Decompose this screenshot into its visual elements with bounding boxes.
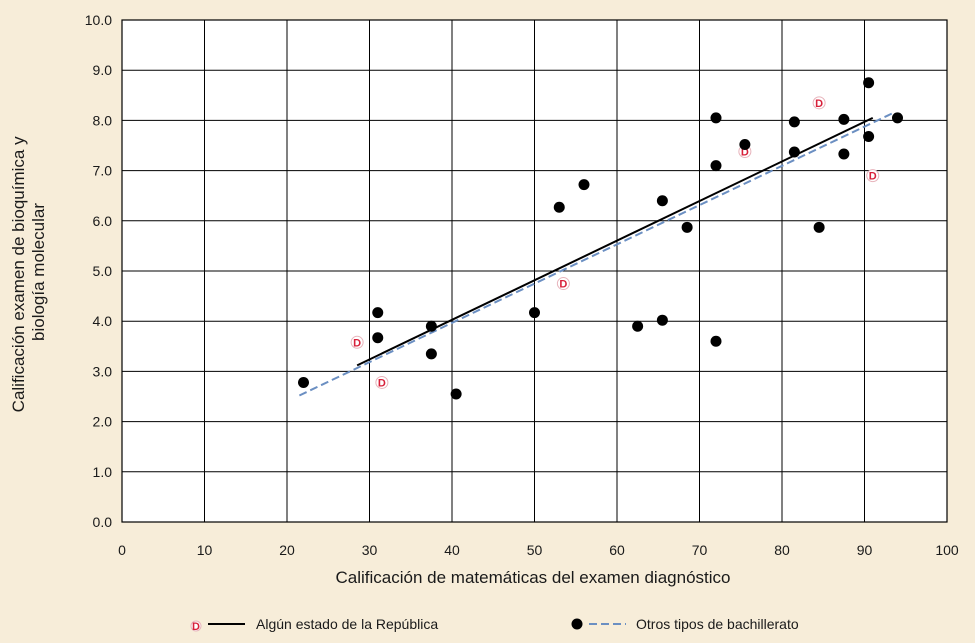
data-point-series-0-4: D bbox=[812, 96, 826, 110]
data-point-d-glyph-3: D bbox=[741, 147, 749, 159]
y-axis-title-line-2: biología molecular bbox=[29, 203, 48, 341]
data-point-series-1-12 bbox=[681, 221, 693, 233]
y-axis-title: Calificación examen de bioquímica y biol… bbox=[9, 132, 48, 413]
data-point-series-1-8 bbox=[578, 179, 590, 191]
data-point-d-bg-2 bbox=[556, 277, 570, 291]
data-point-series-1-0 bbox=[298, 376, 309, 388]
data-point-series-1-24 bbox=[892, 112, 903, 124]
data-point-series-0-2: D bbox=[556, 277, 570, 291]
y-tick-label-10: 10.0 bbox=[85, 12, 112, 28]
legend-marker-d-icon bbox=[190, 620, 202, 632]
data-point-series-1-9 bbox=[632, 320, 644, 332]
y-axis-title-line-1: Calificación examen de bioquímica y bbox=[9, 136, 28, 412]
data-point-series-1-23 bbox=[863, 130, 875, 142]
data-point-series-1-22 bbox=[863, 77, 875, 89]
data-point-series-1-18 bbox=[788, 146, 800, 158]
data-point-series-1-7 bbox=[553, 201, 565, 213]
x-axis-title: Calificación de matemáticas del examen d… bbox=[336, 568, 731, 587]
y-tick-label-4: 4.0 bbox=[93, 313, 113, 329]
data-point-series-1-3 bbox=[425, 320, 437, 332]
x-tick-label-0: 0 bbox=[118, 542, 126, 558]
x-tick-label-9: 90 bbox=[857, 542, 873, 558]
data-point-d-bg-0 bbox=[350, 335, 364, 349]
x-tick-label-4: 40 bbox=[444, 542, 460, 558]
data-point-series-1-2 bbox=[372, 332, 384, 344]
data-point-series-1-10 bbox=[656, 314, 668, 326]
data-point-series-0-1: D bbox=[375, 375, 389, 389]
trend-lines bbox=[298, 111, 894, 397]
data-point-series-1-14 bbox=[710, 160, 722, 172]
y-tick-label-9: 9.0 bbox=[93, 62, 113, 78]
legend-item-algun-estado: D Algún estado de la República bbox=[190, 616, 438, 633]
legend-marker-d-glyph: D bbox=[192, 621, 200, 633]
y-tick-label-7: 7.0 bbox=[93, 163, 113, 179]
data-point-series-1-4 bbox=[425, 348, 437, 360]
data-point-series-1-17 bbox=[788, 116, 800, 128]
data-point-d-bg-5 bbox=[866, 169, 880, 183]
x-tick-label-10: 100 bbox=[935, 542, 959, 558]
y-tick-labels: 0.0 1.0 2.0 3.0 4.0 5.0 6.0 7.0 8.0 9.0 10.0 bbox=[85, 12, 112, 530]
data-point-series-0-0: D bbox=[350, 335, 364, 349]
grid-lines bbox=[121, 19, 948, 523]
legend-item-otros-tipos: Otros tipos de bachillerato bbox=[571, 616, 799, 632]
data-point-series-1-5 bbox=[450, 388, 462, 400]
data-point-d-glyph-0: D bbox=[353, 337, 361, 349]
y-tick-label-3: 3.0 bbox=[93, 363, 113, 379]
data-point-series-1-20 bbox=[838, 113, 850, 125]
x-tick-label-8: 80 bbox=[774, 542, 790, 558]
data-point-series-1-16 bbox=[739, 138, 751, 150]
y-tick-label-5: 5.0 bbox=[93, 263, 113, 279]
trend-line-series-1 bbox=[298, 111, 894, 397]
data-point-d-glyph-2: D bbox=[559, 279, 567, 291]
data-point-series-0-5: D bbox=[866, 169, 880, 183]
data-point-series-1-15 bbox=[710, 335, 722, 347]
data-point-d-glyph-1: D bbox=[378, 377, 386, 389]
data-point-d-glyph-4: D bbox=[815, 98, 823, 110]
data-point-series-1-11 bbox=[656, 195, 668, 207]
data-point-series-1-1 bbox=[372, 307, 384, 319]
x-tick-labels: 0 10 20 30 40 50 60 70 80 90 100 bbox=[118, 542, 959, 558]
data-point-d-bg-4 bbox=[812, 96, 826, 110]
data-point-series-1-19 bbox=[813, 221, 825, 233]
data-point-series-1-13 bbox=[710, 112, 722, 124]
x-tick-label-3: 30 bbox=[362, 542, 378, 558]
x-tick-label-6: 60 bbox=[609, 542, 625, 558]
y-tick-label-8: 8.0 bbox=[93, 112, 113, 128]
x-tick-label-2: 20 bbox=[279, 542, 295, 558]
y-tick-label-0: 0.0 bbox=[93, 514, 113, 530]
x-tick-label-1: 10 bbox=[197, 542, 213, 558]
legend-dot-icon bbox=[571, 618, 583, 630]
data-point-series-1-6 bbox=[529, 307, 540, 319]
data-point-d-bg-1 bbox=[375, 375, 389, 389]
y-tick-label-6: 6.0 bbox=[93, 213, 113, 229]
y-tick-label-2: 2.0 bbox=[93, 414, 113, 430]
x-tick-label-5: 50 bbox=[527, 542, 543, 558]
legend-label-algun-estado: Algún estado de la República bbox=[256, 616, 438, 632]
data-point-series-1-21 bbox=[838, 148, 850, 160]
data-points: D D D D D D bbox=[298, 77, 903, 400]
data-point-d-glyph-5: D bbox=[869, 171, 877, 183]
legend-label-otros-tipos: Otros tipos de bachillerato bbox=[636, 616, 799, 632]
legend: D Algún estado de la República Otros tip… bbox=[190, 616, 799, 633]
y-tick-label-1: 1.0 bbox=[93, 464, 113, 480]
x-tick-label-7: 70 bbox=[692, 542, 708, 558]
trend-line-series-0 bbox=[356, 116, 874, 367]
